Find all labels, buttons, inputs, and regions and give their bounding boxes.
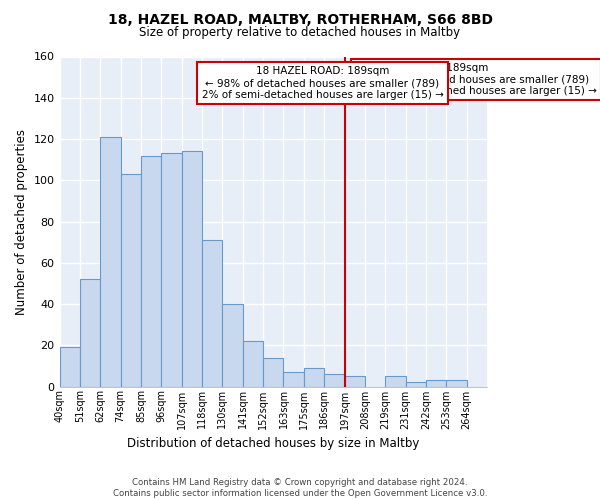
Bar — [283, 372, 304, 386]
Text: Contains HM Land Registry data © Crown copyright and database right 2024.
Contai: Contains HM Land Registry data © Crown c… — [113, 478, 487, 498]
Bar — [263, 358, 283, 386]
Bar — [161, 154, 182, 386]
Bar — [406, 382, 426, 386]
Bar — [385, 376, 406, 386]
Text: 18, HAZEL ROAD, MALTBY, ROTHERHAM, S66 8BD: 18, HAZEL ROAD, MALTBY, ROTHERHAM, S66 8… — [107, 12, 493, 26]
Bar — [141, 156, 161, 386]
Text: 18 HAZEL ROAD: 189sqm
← 98% of detached houses are smaller (789)
2% of semi-deta: 18 HAZEL ROAD: 189sqm ← 98% of detached … — [355, 62, 596, 96]
Bar — [426, 380, 446, 386]
Bar — [344, 376, 365, 386]
Text: Size of property relative to detached houses in Maltby: Size of property relative to detached ho… — [139, 26, 461, 39]
Bar — [324, 374, 344, 386]
Bar — [223, 304, 243, 386]
Bar — [243, 341, 263, 386]
Bar — [202, 240, 223, 386]
X-axis label: Distribution of detached houses by size in Maltby: Distribution of detached houses by size … — [127, 437, 419, 450]
Bar — [446, 380, 467, 386]
Bar — [80, 280, 100, 386]
Bar — [100, 137, 121, 386]
Bar — [59, 348, 80, 387]
Text: 18 HAZEL ROAD: 189sqm
← 98% of detached houses are smaller (789)
2% of semi-deta: 18 HAZEL ROAD: 189sqm ← 98% of detached … — [202, 66, 443, 100]
Bar — [121, 174, 141, 386]
Y-axis label: Number of detached properties: Number of detached properties — [15, 128, 28, 314]
Bar — [304, 368, 324, 386]
Bar — [182, 152, 202, 386]
